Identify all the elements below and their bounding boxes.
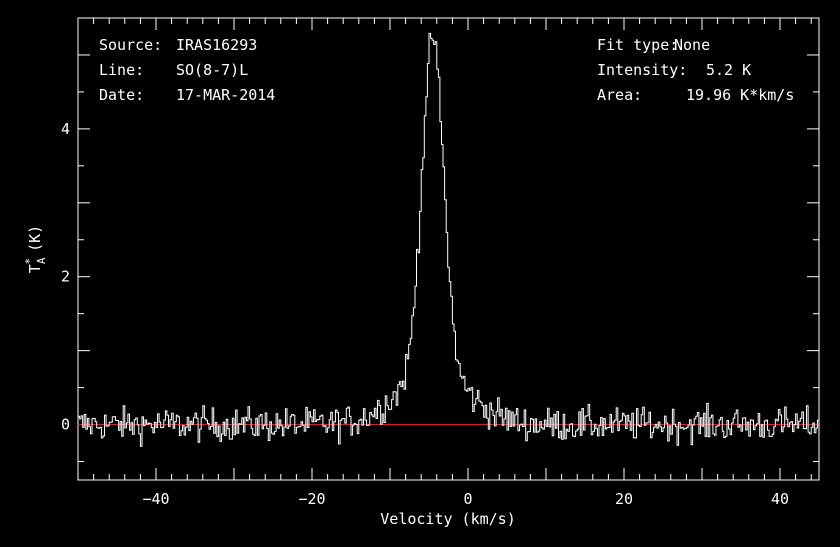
y-tick-label: 4 bbox=[61, 120, 70, 138]
fit-type-key: Fit type: bbox=[597, 36, 678, 54]
area-key: Area: bbox=[597, 86, 642, 104]
svg-text:TA*(K): TA* (K) bbox=[23, 225, 48, 273]
y-tick-label: 0 bbox=[61, 416, 70, 434]
y-label-sup: * bbox=[23, 258, 36, 265]
x-tick-label: −20 bbox=[298, 490, 325, 508]
intensity-key: Intensity: bbox=[597, 61, 687, 79]
x-tick-label: 0 bbox=[463, 490, 472, 508]
spectrum-line bbox=[78, 32, 820, 447]
line-value: SO(8-7)L bbox=[176, 61, 248, 79]
source-value: IRAS16293 bbox=[176, 36, 257, 54]
area-value: 19.96 K*km/s bbox=[686, 86, 794, 104]
y-axis-label: TA* (K) bbox=[23, 225, 48, 273]
line-key: Line: bbox=[99, 61, 144, 79]
fit-type-value: None bbox=[674, 36, 710, 54]
x-tick-label: 40 bbox=[771, 490, 789, 508]
info-block-left: Source: IRAS16293 Line: SO(8-7)L Date: 1… bbox=[99, 36, 275, 104]
axis-ticks bbox=[77, 17, 819, 480]
info-block-right: Fit type: None Intensity: 5.2 K Area: 19… bbox=[597, 36, 794, 104]
y-label-sub: A bbox=[35, 257, 48, 264]
plot-frame bbox=[77, 17, 820, 481]
x-tick-label: 20 bbox=[615, 490, 633, 508]
date-value: 17-MAR-2014 bbox=[176, 86, 275, 104]
x-axis-label: Velocity (km/s) bbox=[380, 510, 515, 528]
y-label-unit: (K) bbox=[26, 225, 44, 252]
date-key: Date: bbox=[99, 86, 144, 104]
source-key: Source: bbox=[99, 36, 162, 54]
x-tick-label: −40 bbox=[142, 490, 169, 508]
intensity-value: 5.2 K bbox=[706, 61, 751, 79]
y-label-symbol: T bbox=[26, 264, 44, 273]
axis-tick-labels: −40 −20 0 20 40 0 2 4 bbox=[61, 120, 789, 508]
y-tick-label: 2 bbox=[61, 268, 70, 286]
